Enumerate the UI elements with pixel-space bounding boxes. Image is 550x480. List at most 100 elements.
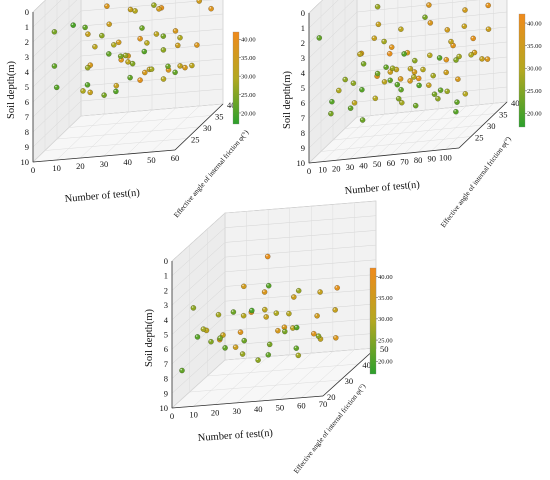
y-tick-label: 4: [25, 67, 30, 77]
data-point: [395, 95, 402, 102]
data-point: [332, 307, 339, 313]
data-point-highlight: [107, 22, 110, 25]
data-point-highlight: [399, 27, 401, 30]
data-point: [468, 52, 474, 58]
data-point-highlight: [480, 57, 483, 59]
data-point: [153, 31, 160, 37]
data-point: [241, 337, 247, 344]
data-point: [115, 39, 122, 46]
data-point-highlight: [390, 45, 392, 47]
data-point-highlight: [388, 70, 391, 72]
colorbar-tick-label: 40.00: [527, 20, 542, 27]
data-point: [371, 35, 378, 42]
x-tick-label: 70: [400, 156, 409, 166]
data-point-highlight: [351, 81, 354, 84]
data-point-highlight: [382, 80, 385, 82]
data-point: [160, 76, 167, 82]
data-point-highlight: [209, 7, 212, 9]
data-point-highlight: [469, 53, 472, 55]
data-point: [273, 310, 280, 316]
data-point: [106, 21, 112, 28]
data-point: [316, 35, 323, 41]
data-point-highlight: [274, 311, 277, 314]
data-point-highlight: [85, 83, 88, 85]
data-point-highlight: [361, 118, 363, 120]
data-point-highlight: [334, 336, 336, 338]
data-point: [248, 307, 255, 314]
data-point: [422, 14, 428, 21]
data-point: [99, 32, 105, 39]
data-point-highlight: [209, 340, 211, 342]
data-point-highlight: [412, 75, 414, 77]
data-point: [290, 294, 297, 300]
y-tick-label: 6: [164, 344, 168, 354]
x-tick-label: 20: [211, 408, 220, 418]
colorbar-tick-label: 40.00: [378, 274, 393, 281]
data-point-highlight: [428, 53, 430, 56]
data-point: [189, 62, 195, 69]
data-point-highlight: [276, 329, 278, 331]
data-point-highlight: [412, 70, 415, 72]
data-point: [420, 66, 426, 73]
data-point-highlight: [362, 62, 364, 64]
data-point: [350, 80, 357, 86]
data-point: [435, 95, 441, 102]
data-point: [177, 63, 183, 69]
data-point-highlight: [114, 89, 116, 92]
data-point: [208, 5, 214, 12]
data-point-highlight: [330, 100, 332, 102]
data-point-highlight: [138, 37, 141, 39]
y-tick-label: 7: [164, 359, 168, 369]
data-point-highlight: [384, 65, 387, 68]
z-tick-label: 40: [362, 360, 371, 370]
data-point-highlight: [438, 56, 440, 58]
data-point: [217, 335, 223, 341]
data-point-highlight: [472, 50, 475, 53]
grid-line: [32, 0, 78, 43]
data-point-highlight: [81, 89, 83, 91]
colorbar-tick-label: 20.00: [378, 359, 393, 366]
data-point: [293, 324, 300, 331]
data-point-highlight: [485, 57, 488, 59]
data-point-highlight: [157, 7, 159, 9]
data-point-highlight: [154, 32, 157, 34]
data-point-highlight: [250, 308, 252, 311]
data-point-highlight: [352, 101, 355, 103]
y-tick-label: 9: [301, 143, 305, 153]
data-point: [381, 38, 387, 45]
data-point-highlight: [463, 8, 466, 10]
y-tick-label: 5: [301, 83, 305, 93]
data-point-highlight: [178, 36, 180, 38]
data-point-highlight: [400, 101, 402, 103]
data-point-highlight: [180, 368, 182, 371]
data-point-highlight: [52, 64, 55, 66]
data-point: [374, 70, 381, 77]
data-point-highlight: [297, 289, 299, 291]
data-point: [359, 86, 365, 93]
data-point-highlight: [218, 336, 221, 339]
data-point-highlight: [264, 315, 267, 317]
data-point-highlight: [486, 27, 489, 30]
x-tick-label: 60: [171, 153, 180, 163]
data-point: [240, 312, 247, 319]
colorbar-tick-label: 30.00: [241, 73, 256, 80]
data-point: [462, 7, 468, 13]
data-point-highlight: [388, 78, 391, 81]
data-point: [317, 289, 323, 295]
data-point: [156, 6, 162, 12]
data-point-highlight: [397, 97, 399, 99]
colorbar-tick-label: 35.00: [527, 43, 542, 50]
data-point-highlight: [86, 32, 88, 34]
data-point-highlight: [86, 66, 88, 68]
z-tick-label: 30: [345, 376, 354, 386]
data-point: [200, 326, 207, 332]
data-point: [255, 357, 261, 363]
data-point: [264, 253, 271, 260]
y-tick-label: 3: [164, 300, 168, 310]
y-tick-label: 4: [164, 315, 169, 325]
data-point-highlight: [316, 334, 319, 337]
data-point-highlight: [145, 41, 147, 43]
data-point: [263, 314, 270, 320]
